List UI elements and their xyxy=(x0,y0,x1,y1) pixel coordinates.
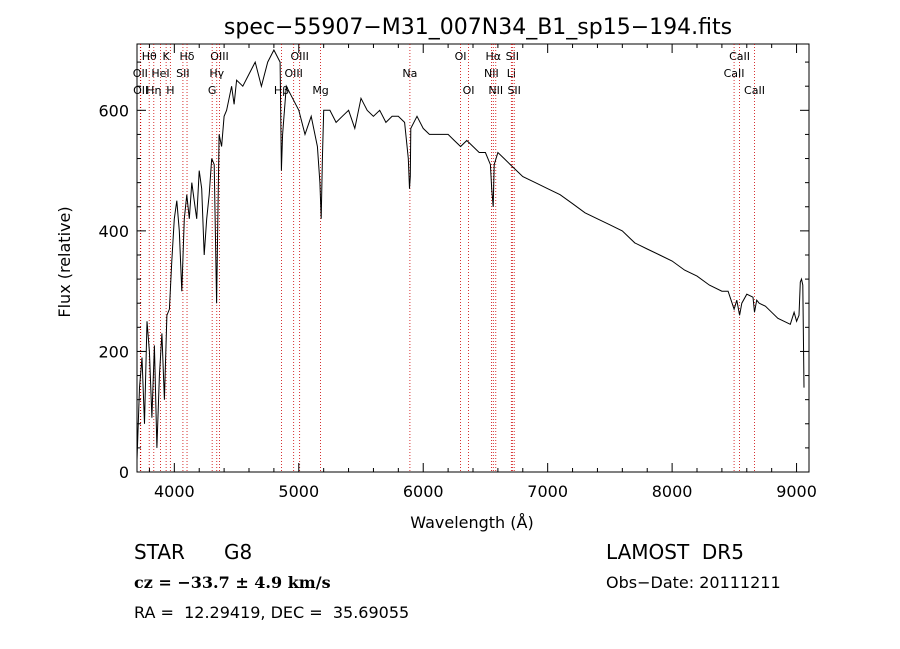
x-tick-label: 7000 xyxy=(527,482,568,501)
x-tick-label: 9000 xyxy=(776,482,817,501)
y-axis-label: Flux (relative) xyxy=(55,206,74,317)
object-class: STAR xyxy=(134,540,185,564)
x-tick-label: 4000 xyxy=(154,482,195,501)
observation-date: Obs−Date: 20111211 xyxy=(606,573,781,592)
line-marker-label: Mg xyxy=(312,84,328,97)
spectral-subclass: G8 xyxy=(224,540,253,564)
survey-name: LAMOST DR5 xyxy=(606,540,744,564)
line-marker-label: SII xyxy=(176,67,189,80)
line-marker-label: OIII xyxy=(290,50,308,63)
line-marker-label: K xyxy=(163,50,171,63)
line-marker-label: NII xyxy=(488,84,503,97)
y-tick-label: 600 xyxy=(98,101,129,120)
plot-frame xyxy=(136,43,810,473)
line-marker-label: Na xyxy=(402,67,417,80)
line-marker-label: OII xyxy=(133,84,148,97)
line-marker-label: Hθ xyxy=(142,50,157,63)
line-marker-label: SII xyxy=(506,50,519,63)
line-marker-label: CaII xyxy=(724,67,745,80)
axis-ticks: 4000 5000 6000 7000 8000 9000 0 200 400 600 xyxy=(98,44,817,501)
y-tick-label: 400 xyxy=(98,222,129,241)
chart-title: spec−55907−M31_007N34_B1_sp15−194.fits xyxy=(224,15,732,40)
line-marker-label: Hβ xyxy=(274,84,289,97)
line-marker-label: Hα xyxy=(486,50,502,63)
line-marker-label: OI xyxy=(463,84,475,97)
redshift-cz: cz = −33.7 ± 4.9 km/s xyxy=(134,573,331,592)
y-tick-label: 0 xyxy=(119,463,129,482)
x-tick-label: 6000 xyxy=(403,482,444,501)
line-marker-label: HeI xyxy=(151,67,169,80)
line-marker-label: OII xyxy=(133,67,148,80)
coordinates: RA = 12.29419, DEC = 35.69055 xyxy=(134,603,410,622)
line-marker-label: Hδ xyxy=(180,50,195,63)
line-marker-label: Hη xyxy=(146,84,161,97)
line-marker-label: Hγ xyxy=(209,67,224,80)
x-tick-label: 8000 xyxy=(652,482,693,501)
line-marker-label: NII xyxy=(484,67,499,80)
line-marker-label: CaII xyxy=(729,50,750,63)
spectrum-line xyxy=(136,48,805,460)
line-marker-label: SII xyxy=(507,84,520,97)
line-marker-label: OIII xyxy=(284,67,302,80)
line-marker-label: OIII xyxy=(210,50,228,63)
line-marker-label: CaII xyxy=(744,84,765,97)
y-tick-label: 200 xyxy=(98,342,129,361)
line-marker-label: G xyxy=(208,84,217,97)
x-axis-label: Wavelength (Å) xyxy=(410,513,533,532)
line-marker-label: Li xyxy=(507,67,516,80)
line-marker-label: H xyxy=(166,84,174,97)
x-tick-label: 5000 xyxy=(278,482,319,501)
line-marker-label: OI xyxy=(455,50,467,63)
